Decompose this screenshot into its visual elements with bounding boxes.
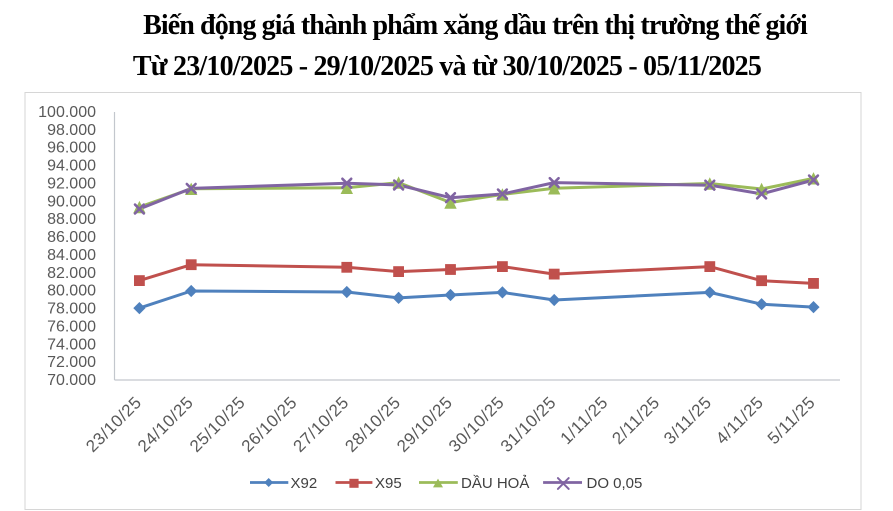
svg-text:28/10/25: 28/10/25: [341, 393, 404, 456]
svg-text:23/10/25: 23/10/25: [82, 393, 145, 456]
svg-text:96.000: 96.000: [47, 140, 96, 157]
svg-text:72.000: 72.000: [47, 354, 96, 371]
svg-text:100.000: 100.000: [38, 104, 96, 121]
svg-text:31/10/25: 31/10/25: [497, 393, 560, 456]
svg-text:88.000: 88.000: [47, 211, 96, 228]
svg-text:29/10/25: 29/10/25: [393, 393, 456, 456]
svg-text:5/11/25: 5/11/25: [764, 393, 819, 448]
svg-text:92.000: 92.000: [47, 176, 96, 193]
svg-text:DO 0,05: DO 0,05: [587, 475, 643, 492]
svg-text:80.000: 80.000: [47, 283, 96, 300]
svg-text:82.000: 82.000: [47, 265, 96, 282]
svg-text:4/11/25: 4/11/25: [712, 393, 767, 448]
svg-text:30/10/25: 30/10/25: [445, 393, 508, 456]
svg-text:24/10/25: 24/10/25: [134, 393, 197, 456]
svg-text:84.000: 84.000: [47, 247, 96, 264]
svg-text:2/11/25: 2/11/25: [608, 393, 663, 448]
svg-text:94.000: 94.000: [47, 158, 96, 175]
svg-text:3/11/25: 3/11/25: [660, 393, 715, 448]
svg-text:25/10/25: 25/10/25: [186, 393, 249, 456]
svg-text:DẦU HOẢ: DẦU HOẢ: [461, 475, 529, 492]
svg-text:90.000: 90.000: [47, 193, 96, 210]
svg-text:74.000: 74.000: [47, 336, 96, 353]
svg-text:27/10/25: 27/10/25: [290, 393, 353, 456]
svg-text:78.000: 78.000: [47, 301, 96, 318]
svg-text:76.000: 76.000: [47, 318, 96, 335]
svg-text:86.000: 86.000: [47, 229, 96, 246]
svg-text:X95: X95: [375, 475, 402, 492]
svg-text:1/11/25: 1/11/25: [557, 393, 612, 448]
svg-text:X92: X92: [291, 475, 318, 492]
svg-text:70.000: 70.000: [47, 372, 96, 389]
svg-text:26/10/25: 26/10/25: [238, 393, 301, 456]
svg-text:98.000: 98.000: [47, 122, 96, 139]
